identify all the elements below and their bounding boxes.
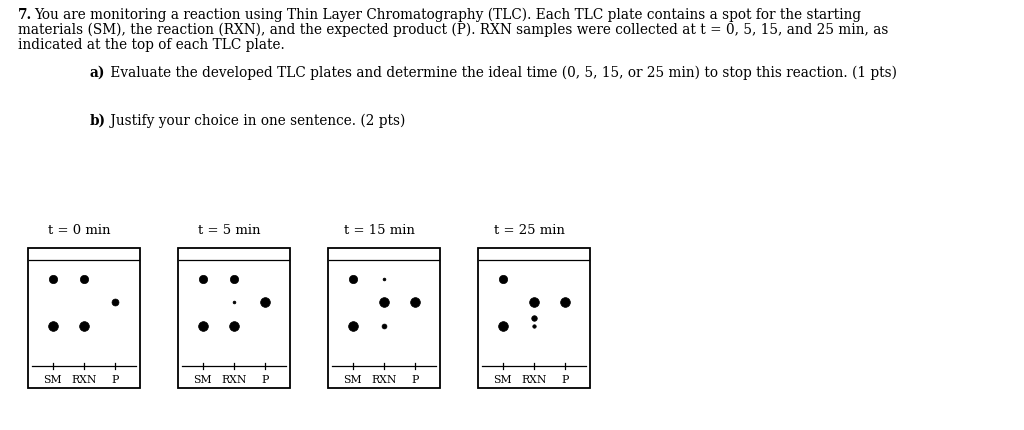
Text: SM: SM [43,374,62,384]
Text: 7.: 7. [18,8,32,22]
Text: P: P [262,374,269,384]
Bar [328,249,440,388]
Text: t = 15 min: t = 15 min [344,224,415,236]
Text: materials (SM), the reaction (RXN), and the expected product (P). RXN samples we: materials (SM), the reaction (RXN), and … [18,23,889,37]
Text: RXN: RXN [221,374,247,384]
Text: Justify your choice in one sentence. (2 pts): Justify your choice in one sentence. (2 … [106,114,406,128]
Text: b): b) [90,114,106,128]
Text: Evaluate the developed TLC plates and determine the ideal time (0, 5, 15, or 25 : Evaluate the developed TLC plates and de… [106,66,897,80]
Text: P: P [412,374,419,384]
Text: t = 0 min: t = 0 min [48,224,111,236]
Text: SM: SM [494,374,512,384]
Text: RXN: RXN [521,374,547,384]
Text: P: P [112,374,119,384]
Bar [178,249,290,388]
Text: P: P [562,374,569,384]
Text: t = 5 min: t = 5 min [198,224,260,236]
Bar [478,249,590,388]
Text: RXN: RXN [372,374,396,384]
Text: You are monitoring a reaction using Thin Layer Chromatography (TLC). Each TLC pl: You are monitoring a reaction using Thin… [34,8,861,22]
Text: t = 25 min: t = 25 min [494,224,564,236]
Text: RXN: RXN [72,374,96,384]
Bar [28,249,140,388]
Text: a): a) [90,66,105,80]
Text: SM: SM [194,374,212,384]
Text: indicated at the top of each TLC plate.: indicated at the top of each TLC plate. [18,38,285,52]
Text: SM: SM [343,374,361,384]
